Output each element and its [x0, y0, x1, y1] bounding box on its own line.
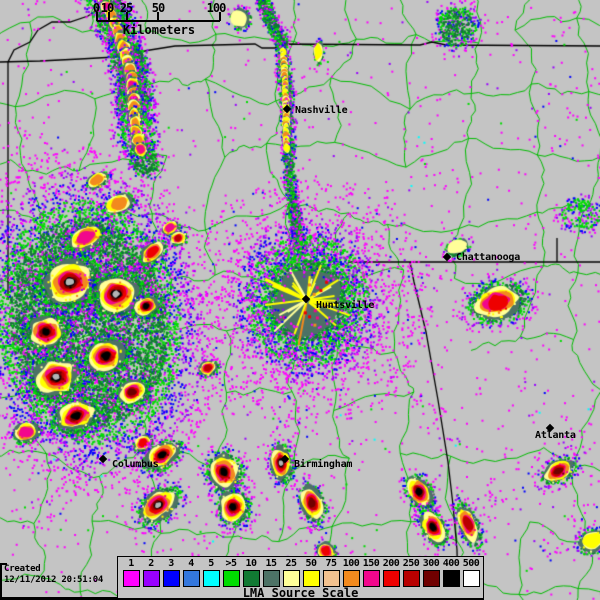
legend-swatch-4: [183, 570, 200, 587]
scale-tick-label-100: 100: [206, 1, 227, 15]
scale-tick-label-0: 0: [92, 1, 100, 15]
legend-swatch-300: [423, 570, 440, 587]
legend-label-3: 3: [168, 558, 174, 569]
scale-bar-unit-label: Kilometers: [122, 23, 196, 37]
legend-title: LMA Source Scale: [242, 586, 359, 600]
legend-swatch-50: [303, 570, 320, 587]
legend-label-500: 500: [462, 558, 480, 569]
legend-label-50: 50: [305, 558, 317, 569]
legend-label-4: 4: [188, 558, 194, 569]
city-label-birmingham: Birmingham: [294, 459, 353, 470]
scale-tick-label-10: 10: [100, 1, 114, 15]
legend-label-25: 25: [285, 558, 297, 569]
legend-swatch-200: [383, 570, 400, 587]
legend-swatch-5: [203, 570, 220, 587]
legend-swatch-2: [143, 570, 160, 587]
legend-swatch-150: [363, 570, 380, 587]
legend-swatch-25: [283, 570, 300, 587]
created-timestamp: Created 12/11/2012 20:51:04: [4, 564, 103, 586]
lma-source-scale-legend: 1 2 3 4 5 >5 10 15 25 50 75 100 150 200 250 300 400 500 L…: [117, 556, 484, 600]
legend-label-75: 75: [325, 558, 337, 569]
legend-swatch-100: [343, 570, 360, 587]
left-edge-border: [0, 563, 2, 600]
legend-swatch-400: [443, 570, 460, 587]
city-label-huntsville: Huntsville: [316, 300, 375, 311]
scale-tick-label-25: 25: [119, 1, 133, 15]
legend-swatch-15: [263, 570, 280, 587]
corner-tick-mark: [0, 563, 7, 565]
legend-swatch-250: [403, 570, 420, 587]
created-datetime: 12/11/2012 20:51:04: [4, 575, 104, 585]
legend-label-250: 250: [402, 558, 420, 569]
legend-label-150: 150: [362, 558, 380, 569]
legend-label-2: 2: [148, 558, 154, 569]
distance-scale-bar: 0 10 25 50 100 Kilometers: [80, 0, 420, 44]
legend-swatch-75: [323, 570, 340, 587]
scale-tick-label-50: 50: [151, 1, 165, 15]
legend-label-200: 200: [382, 558, 400, 569]
scale-bar-line: [96, 12, 221, 22]
legend-swatch-1: [123, 570, 140, 587]
legend-label-5: 5: [208, 558, 214, 569]
created-label: Created: [4, 564, 41, 574]
legend-label-300: 300: [422, 558, 440, 569]
legend-swatch-500: [463, 570, 480, 587]
legend-label-100: 100: [342, 558, 360, 569]
legend-label-gt5: >5: [225, 558, 237, 569]
city-label-chattanooga: Chattanooga: [456, 252, 521, 263]
city-label-atlanta: Atlanta: [535, 430, 576, 441]
legend-label-10: 10: [245, 558, 257, 569]
city-label-nashville: Nashville: [295, 105, 348, 116]
legend-swatch-10: [243, 570, 260, 587]
legend-label-1: 1: [128, 558, 134, 569]
legend-swatch-3: [163, 570, 180, 587]
city-label-columbus: Columbus: [112, 459, 159, 470]
legend-swatch-gt5: [223, 570, 240, 587]
legend-label-15: 15: [265, 558, 277, 569]
legend-label-400: 400: [442, 558, 460, 569]
